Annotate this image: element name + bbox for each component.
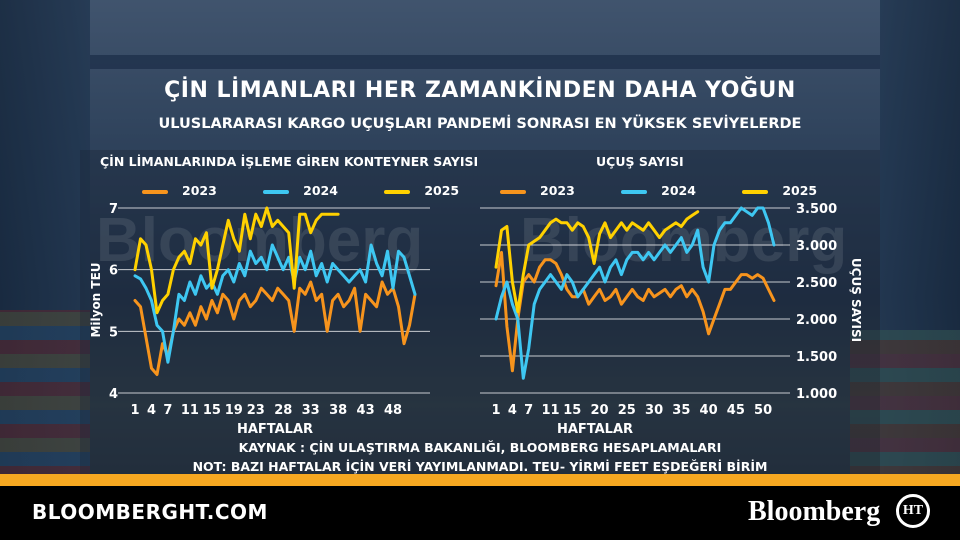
y-axis-label: Milyon TEU <box>89 262 103 337</box>
x-tick-label: 23 <box>247 403 265 418</box>
x-tick-label: 4 <box>508 403 517 418</box>
x-tick-label: 11 <box>541 403 559 418</box>
page-subtitle: ULUSLARARASI KARGO UÇUŞLARI PANDEMİ SONR… <box>158 116 802 132</box>
site-link[interactable]: BLOOMBERGHT.COM <box>32 500 268 524</box>
legend-label: 2025 <box>782 183 818 198</box>
source-note: KAYNAK : ÇİN ULAŞTIRMA BAKANLIĞI, BLOOMB… <box>238 440 722 455</box>
y-tick-label: 1.000 <box>796 387 837 402</box>
legend-item-2024: 2024 <box>263 183 338 198</box>
footer-bar <box>0 486 960 540</box>
x-tick-label: 43 <box>357 403 375 418</box>
y-tick-label: 2.500 <box>796 276 837 291</box>
x-tick-label: 7 <box>524 403 533 418</box>
background-overlay <box>0 0 960 480</box>
y-tick-label: 3.000 <box>796 239 837 254</box>
container-stack-left <box>0 310 90 480</box>
series-line-2023 <box>494 250 776 373</box>
x-tick-label: 35 <box>672 403 690 418</box>
x-tick-label: 25 <box>618 403 636 418</box>
x-axis-label: HAFTALAR <box>557 422 633 437</box>
bloomberg-logo: Bloomberg <box>748 496 881 527</box>
series-line-2024 <box>494 206 776 380</box>
x-tick-label: 7 <box>163 403 172 418</box>
left-chart-title: ÇİN LİMANLARINDA İŞLEME GİREN KONTEYNER … <box>100 154 479 169</box>
x-tick-label: 48 <box>384 403 402 418</box>
x-tick-label: 11 <box>181 403 199 418</box>
legend-item-2024: 2024 <box>621 183 696 198</box>
y-tick-label: 1.500 <box>796 350 837 365</box>
legend-swatch-2025 <box>742 189 769 194</box>
x-axis-label: HAFTALAR <box>237 422 313 437</box>
y-tick-label: 3.500 <box>796 202 837 217</box>
legend-swatch-2023 <box>500 189 526 194</box>
legend-swatch-2024 <box>263 189 290 194</box>
legend-label: 2023 <box>540 183 575 198</box>
legend-swatch-2023 <box>142 189 168 194</box>
legend-label: 2023 <box>182 183 217 198</box>
ht-logo-icon: HT <box>896 494 930 528</box>
footnote: NOT: BAZI HAFTALAR İÇİN VERİ YAYIMLANMAD… <box>192 459 768 474</box>
y-tick-label: 5 <box>109 325 118 340</box>
chart-panel <box>80 150 880 480</box>
legend-label: 2024 <box>661 183 696 198</box>
series-line-2023 <box>133 280 417 376</box>
x-tick-label: 33 <box>302 403 320 418</box>
legend-swatch-2024 <box>621 189 648 194</box>
x-tick-label: 4 <box>147 403 156 418</box>
crane-beam <box>90 55 880 69</box>
x-tick-label: 19 <box>225 403 243 418</box>
x-tick-label: 40 <box>700 403 718 418</box>
x-tick-label: 15 <box>563 403 581 418</box>
legend-item-2023: 2023 <box>500 183 575 198</box>
legend-item-2025: 2025 <box>742 183 817 198</box>
legend-label: 2024 <box>303 183 338 198</box>
x-tick-label: 38 <box>329 403 347 418</box>
y-tick-label: 2.000 <box>796 313 837 328</box>
y-tick-label: 6 <box>109 264 118 279</box>
left-legend: 2023 2024 2025 <box>142 183 477 201</box>
ht-logo-text: HT <box>902 503 924 518</box>
container-stack-right <box>850 330 960 480</box>
series-line-2025 <box>133 206 340 315</box>
x-tick-label: 30 <box>645 403 663 418</box>
orange-stripe <box>0 474 960 486</box>
x-tick-label: 1 <box>130 403 139 418</box>
series-line-2025 <box>494 210 700 314</box>
x-tick-label: 28 <box>274 403 292 418</box>
right-legend: 2023 2024 2025 <box>500 183 835 201</box>
x-tick-label: 20 <box>591 403 609 418</box>
legend-swatch-2025 <box>384 189 411 194</box>
right-chart-title: UÇUŞ SAYISI <box>596 154 684 169</box>
x-tick-label: 15 <box>203 403 221 418</box>
y-tick-label: 4 <box>109 387 118 402</box>
x-tick-label: 1 <box>491 403 500 418</box>
y-axis-label: UÇUŞ SAYISI <box>849 258 863 342</box>
y-tick-label: 7 <box>109 202 118 217</box>
series-line-2024 <box>133 243 417 364</box>
x-tick-label: 50 <box>754 403 772 418</box>
x-tick-label: 45 <box>727 403 745 418</box>
legend-item-2025: 2025 <box>384 183 459 198</box>
legend-item-2023: 2023 <box>142 183 217 198</box>
page-title: ÇİN LİMANLARI HER ZAMANKİNDEN DAHA YOĞUN <box>164 78 796 103</box>
legend-label: 2025 <box>424 183 460 198</box>
